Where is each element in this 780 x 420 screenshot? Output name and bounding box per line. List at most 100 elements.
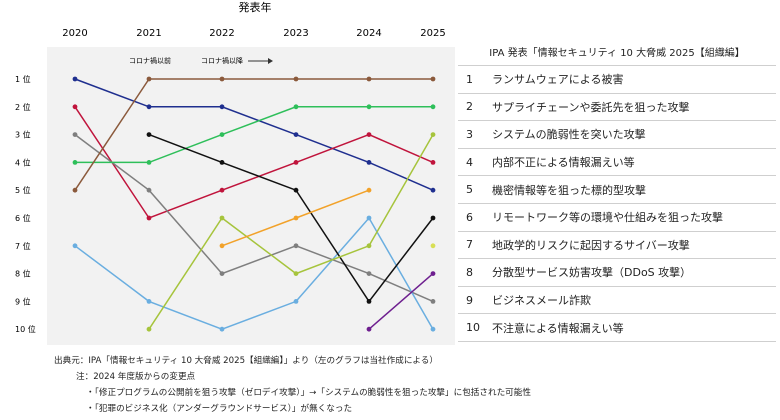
data-point [430,215,436,221]
data-point [293,299,299,304]
rank-line-chart: 発表年 2020 2021 2022 2023 2024 2025 1 位 2 位 3 位 4 … [15,0,455,345]
x-tick-label: 2024 [356,28,381,39]
x-tick-label: 2023 [283,28,308,39]
data-point [366,76,372,82]
rank-label: システムの脆弱性を突いた攻撃 [492,128,646,142]
rank-row: 4 内部不正による情報漏えい等 [458,149,776,177]
data-point [146,160,152,165]
data-point [293,215,299,221]
y-tick-label: 9 位 [15,296,31,306]
data-point [366,326,372,332]
data-point [430,104,436,110]
data-point [366,132,372,138]
data-point [430,160,436,165]
data-point [72,76,78,82]
data-point [293,76,299,82]
x-tick-label: 2020 [62,28,87,39]
data-point [293,243,299,249]
data-point [366,243,372,249]
x-tick-label: 2022 [209,28,234,39]
rank-label: 地政学的リスクに起因するサイバー攻撃 [492,238,690,252]
data-point [146,326,152,332]
y-axis-labels: 1 位 2 位 3 位 4 位 5 位 6 位 7 位 8 位 9 位 10 位 [15,74,36,334]
data-point [219,271,225,276]
y-tick-label: 1 位 [15,74,31,84]
y-tick-label: 6 位 [15,213,31,223]
data-point [293,104,299,110]
period-annotations: コロナ禍以前 コロナ禍以降 [129,56,273,65]
y-tick-label: 3 位 [15,130,31,140]
rank-label: サプライチェーンや委託先を狙った攻撃 [492,100,690,114]
rank-row: 8 分散型サービス妨害攻撃（DDoS 攻撃） [458,259,776,287]
rank-number: 7 [466,238,473,252]
x-axis-labels: 2020 2021 2022 2023 2024 2025 [62,28,445,39]
rank-label: ビジネスメール詐欺 [492,294,591,308]
data-point [366,187,372,193]
series-line-3 [74,134,434,303]
data-point [219,76,225,82]
rank-number: 4 [466,155,473,169]
data-point [146,299,152,304]
data-point [219,187,225,193]
source-note: 出典元：IPA「情報セキュリティ 10 大脅威 2025【組織編】」より（左のグ… [54,356,438,366]
rank-row: 6 リモートワーク等の環境や仕組みを狙った攻撃 [458,204,776,232]
ranking-title: IPA 発表「情報セキュリティ 10 大脅威 2025【組織編】 [489,48,745,59]
data-point [72,187,78,193]
note-item-1: ・「修正プログラムの公開前を狙う攻撃（ゼロデイ攻撃）」→「システムの脆弱性を狙っ… [86,388,531,398]
y-tick-label: 2 位 [15,102,31,112]
data-point [366,104,372,110]
data-point [146,215,152,221]
rank-row: 3 システムの脆弱性を突いた攻撃 [458,121,776,149]
rank-number: 8 [466,265,473,279]
data-point [72,243,78,249]
annotation-arrow-head [268,58,273,64]
rank-label: 機密情報等を狙った標的型攻撃 [492,183,646,197]
rank-number: 5 [466,183,473,197]
data-point [293,132,299,138]
rank-label: ランサムウェアによる被害 [492,73,624,87]
data-point [430,326,436,332]
data-point [72,132,78,138]
data-point [293,160,299,165]
ranking-rows: 1 ランサムウェアによる被害 2 サプライチェーンや委託先を狙った攻撃 3 システムの脆弱… [458,65,776,342]
data-point [219,243,225,249]
data-point [146,187,152,193]
data-point [72,160,78,165]
data-point [219,132,225,138]
notes: 出典元：IPA「情報セキュリティ 10 大脅威 2025【組織編】」より（左のグ… [54,353,531,417]
data-point [219,104,225,110]
data-point [293,271,299,276]
rank-label: 内部不正による情報漏えい等 [492,156,635,170]
rank-number: 1 [466,72,473,86]
data-point [293,187,299,193]
data-point [430,271,436,276]
rank-label: リモートワーク等の環境や仕組みを狙った攻撃 [492,211,723,225]
data-point [219,215,225,221]
series-group [72,76,436,332]
y-tick-label: 5 位 [15,185,31,195]
series-line-4 [75,106,433,164]
data-point [219,326,225,332]
series-line-5 [74,78,433,191]
y-tick-label: 8 位 [15,269,31,279]
data-point [366,299,372,304]
chart-title: 発表年 [239,0,272,14]
rank-row: 2 サプライチェーンや委託先を狙った攻撃 [458,94,776,122]
data-point [146,104,152,110]
y-tick-label: 4 位 [15,157,31,167]
data-point [366,271,372,276]
data-point [430,132,436,138]
rank-row: 5 機密情報等を狙った標的型攻撃 [458,176,776,204]
plot-area [47,47,455,345]
x-tick-label: 2021 [136,28,161,39]
rank-row: 9 ビジネスメール詐欺 [458,287,776,315]
ranking-table: IPA 発表「情報セキュリティ 10 大脅威 2025【組織編】 1 ランサムウェ… [458,44,776,342]
rank-number: 3 [466,127,473,141]
data-point [146,132,152,138]
x-tick-label: 2025 [420,28,445,39]
note-item-2: ・「犯罪のビジネス化（アンダーグラウンドサービス）」が無くなった [86,404,353,414]
rank-number: 2 [466,100,473,114]
rank-number: 9 [466,293,473,307]
data-point [72,104,78,110]
rank-label: 分散型サービス妨害攻撃（DDoS 攻撃） [492,266,692,280]
